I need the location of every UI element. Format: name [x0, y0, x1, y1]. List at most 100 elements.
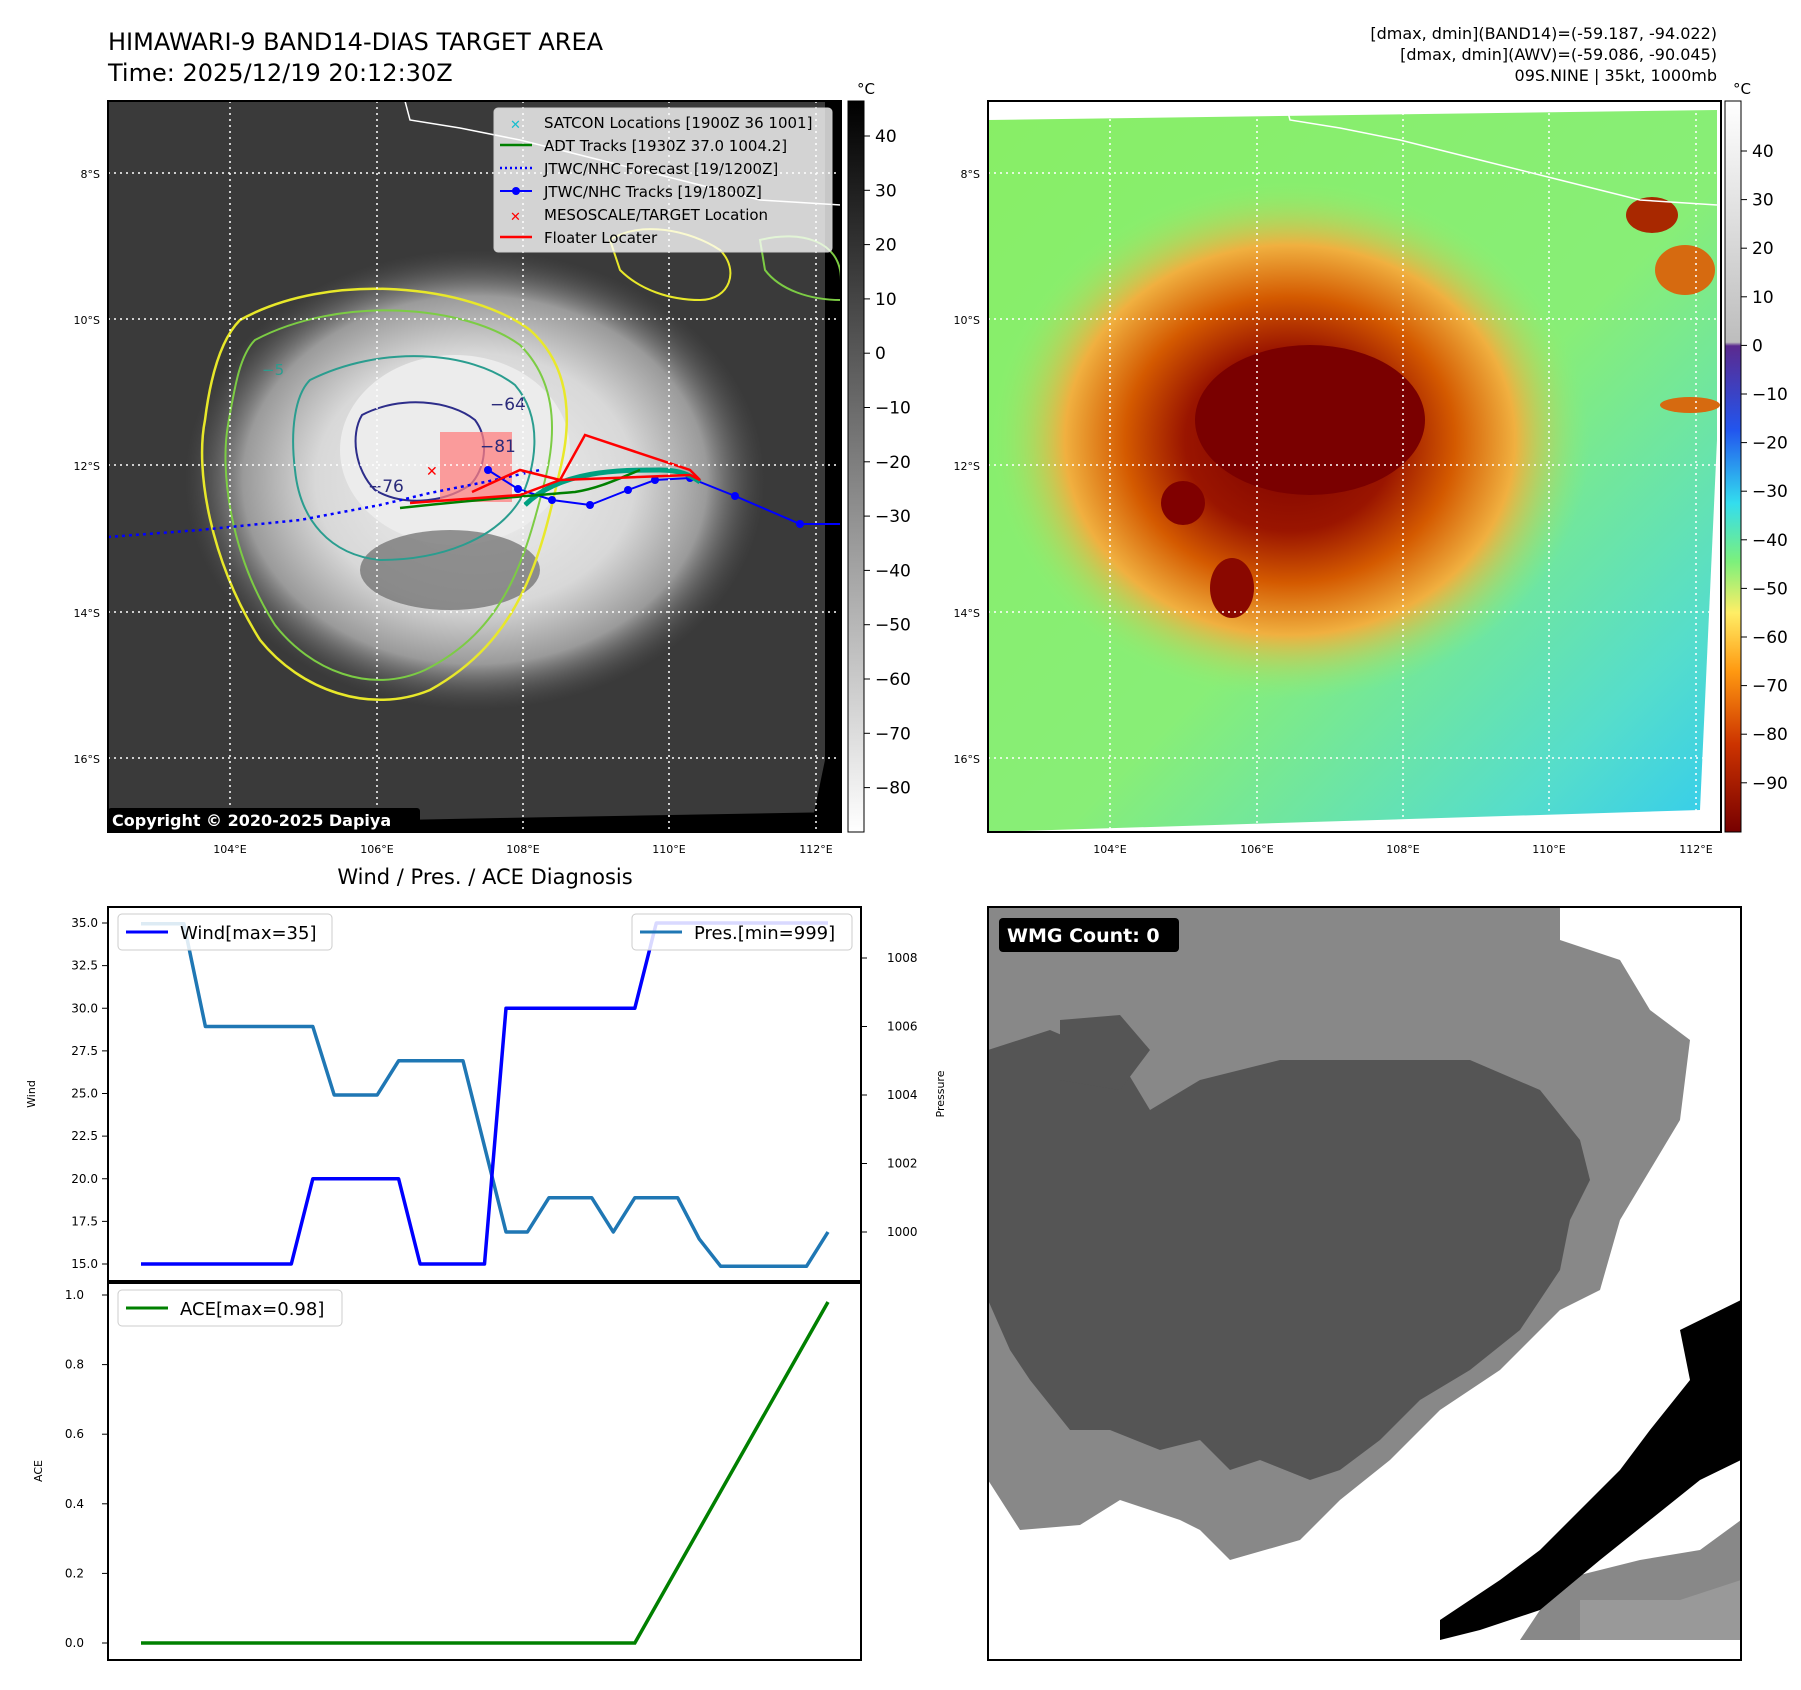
lat-label: 8°S [961, 168, 980, 181]
colorbar-left-tick-label: 10 [875, 290, 897, 310]
colorbar-right-tick-label: 10 [1752, 288, 1774, 308]
lat-label: 16°S [74, 753, 100, 766]
copyright-text: Copyright © 2020-2025 Dapiya [112, 811, 391, 830]
wmg-panel: WMG Count: 0 [987, 906, 1742, 1661]
colorbar-left-tick-label: −50 [875, 616, 911, 636]
wind-tick-label: 27.5 [71, 1044, 98, 1058]
stats-awv: [dmax, dmin](AWV)=(-59.086, -90.045) [1400, 45, 1717, 64]
colorbar-left-tick-label: 30 [875, 181, 897, 201]
stats-band14: [dmax, dmin](BAND14)=(-59.187, -94.022) [1370, 24, 1717, 43]
awv-map-frame [987, 100, 1722, 833]
colorbar-right-tick-label: −40 [1752, 531, 1788, 551]
wmg-gray-corner [1580, 1580, 1741, 1640]
colorbar-right-tick-label: −60 [1752, 628, 1788, 648]
legend-entry: ADT Tracks [1930Z 37.0 1004.2] [544, 137, 787, 155]
ace-line [141, 1301, 830, 1645]
colorbar-left-tick-label: −40 [875, 561, 911, 581]
figure-time: Time: 2025/12/19 20:12:30Z [107, 59, 453, 87]
colorbar-right: °C 40 30 20 10 0 −10 −20 −30 −40 −50 −60 −70 −80 −90 [1724, 80, 1788, 833]
colorbar-right-tick-label: 40 [1752, 142, 1774, 162]
wind-pressure-chart: Wind Pressure 35.0 32.5 30.0 27.5 25.0 22.5 20… [25, 906, 947, 1282]
pressure-tick-label: 1006 [887, 1020, 918, 1034]
wind-tick-label: 30.0 [71, 1001, 98, 1015]
track-point [731, 492, 739, 500]
pressure-axis-label: Pressure [934, 1070, 947, 1117]
awv-cell [1655, 245, 1715, 295]
colorbar-left-tick-label: −80 [875, 779, 911, 799]
wmg-count-badge [999, 918, 1179, 952]
pressure-tick-label: 1002 [887, 1157, 918, 1171]
pressure-tick-label: 1008 [887, 951, 918, 965]
colorbar-right-tick-label: −50 [1752, 579, 1788, 599]
colorbar-right-tick-label: 20 [1752, 239, 1774, 259]
copyright-box [108, 808, 420, 832]
colorbar-left-tick-label: 20 [875, 236, 897, 256]
band14-lon-labels: 104°E 106°E 108°E 110°E 112°E [213, 843, 832, 856]
ace-legend: ACE[max=0.98] [117, 1289, 343, 1327]
lon-label: 112°E [799, 843, 832, 856]
legend-entry: JTWC/NHC Tracks [19/1800Z] [543, 183, 762, 201]
awv-lat-labels: 8°S 10°S 12°S 14°S 16°S [954, 168, 980, 766]
legend-entry: SATCON Locations [1900Z 36 1001] [544, 114, 812, 132]
colorbar-left-tick-label: −60 [875, 670, 911, 690]
lon-label: 108°E [1386, 843, 1419, 856]
forecast-track [108, 468, 541, 539]
colorbar-left-tick-label: −20 [875, 453, 911, 473]
track-point [484, 466, 492, 474]
colorbar-right-tick-label: −30 [1752, 482, 1788, 502]
wind-tick-label: 20.0 [71, 1172, 98, 1186]
track-point [796, 520, 804, 528]
awv-cell [1660, 397, 1720, 413]
lon-label: 106°E [360, 843, 393, 856]
wind-pressure-frame [107, 906, 862, 1282]
ace-chart: ACE 1.0 0.8 0.6 0.4 0.2 0.0 ACE[max=0.98] [32, 1282, 862, 1661]
map-legend: ✕ SATCON Locations [1900Z 36 1001] ADT T… [493, 107, 833, 253]
wind-tick-label: 35.0 [71, 916, 98, 930]
colorbar-left-scale [847, 100, 865, 833]
colorbar-left-tick-label: 0 [875, 344, 886, 364]
track-point [514, 485, 522, 493]
pressure-tick-label: 1000 [887, 1225, 918, 1239]
wind-legend-label: Wind[max=35] [180, 923, 317, 944]
ace-legend-label: ACE[max=0.98] [180, 1299, 324, 1320]
track-point [548, 496, 556, 504]
lat-label: 16°S [954, 753, 980, 766]
wind-axis-label: Wind [25, 1080, 38, 1108]
band14-map-frame [107, 100, 842, 833]
ace-tick-label: 0.8 [65, 1358, 84, 1372]
pressure-tick-label: 1004 [887, 1088, 918, 1102]
colorbar-right-tick-label: −70 [1752, 677, 1788, 697]
ace-axis-label: ACE [32, 1460, 45, 1482]
colorbar-left-tick-label: −70 [875, 724, 911, 744]
legend-marker-target: ✕ [510, 210, 521, 225]
lon-label: 110°E [652, 843, 685, 856]
wmg-gray-patch [1520, 1300, 1741, 1640]
colorbar-right-tick-label: −10 [1752, 385, 1788, 405]
colorbar-right-tick-label: −90 [1752, 774, 1788, 794]
awv-cell [1626, 197, 1678, 233]
wind-tick-label: 32.5 [71, 959, 98, 973]
awv-cell [1210, 558, 1254, 618]
awv-gridlines [988, 101, 1721, 832]
ace-tick-label: 0.4 [65, 1497, 84, 1511]
contour-label: −81 [480, 437, 516, 457]
ace-tick-label: 0.0 [65, 1636, 84, 1650]
lat-label: 8°S [81, 168, 100, 181]
pressure-line [141, 922, 830, 1269]
lon-label: 106°E [1240, 843, 1273, 856]
colorbar-right-tick-label: 30 [1752, 191, 1774, 211]
wind-legend: Wind[max=35] [117, 913, 333, 951]
band14-lat-labels: 8°S 10°S 12°S 14°S 16°S [74, 168, 100, 766]
floater-locater [409, 433, 701, 505]
contour-label: −76 [368, 477, 404, 497]
colorbar-left-tick-label: −30 [875, 507, 911, 527]
legend-marker-satcon: ✕ [510, 118, 521, 133]
awv-map-panel: 8°S 10°S 12°S 14°S 16°S 104°E 106°E 108°… [954, 100, 1722, 856]
wind-tick-label: 25.0 [71, 1087, 98, 1101]
contour-teal [292, 355, 536, 562]
ace-tick-label: 1.0 [65, 1288, 84, 1302]
awv-coastline [1284, 101, 1718, 206]
wmg-count-text: WMG Count: 0 [1007, 925, 1160, 947]
legend-entry: JTWC/NHC Forecast [19/1200Z] [543, 160, 778, 178]
colorbar-right-tick-label: −20 [1752, 434, 1788, 454]
